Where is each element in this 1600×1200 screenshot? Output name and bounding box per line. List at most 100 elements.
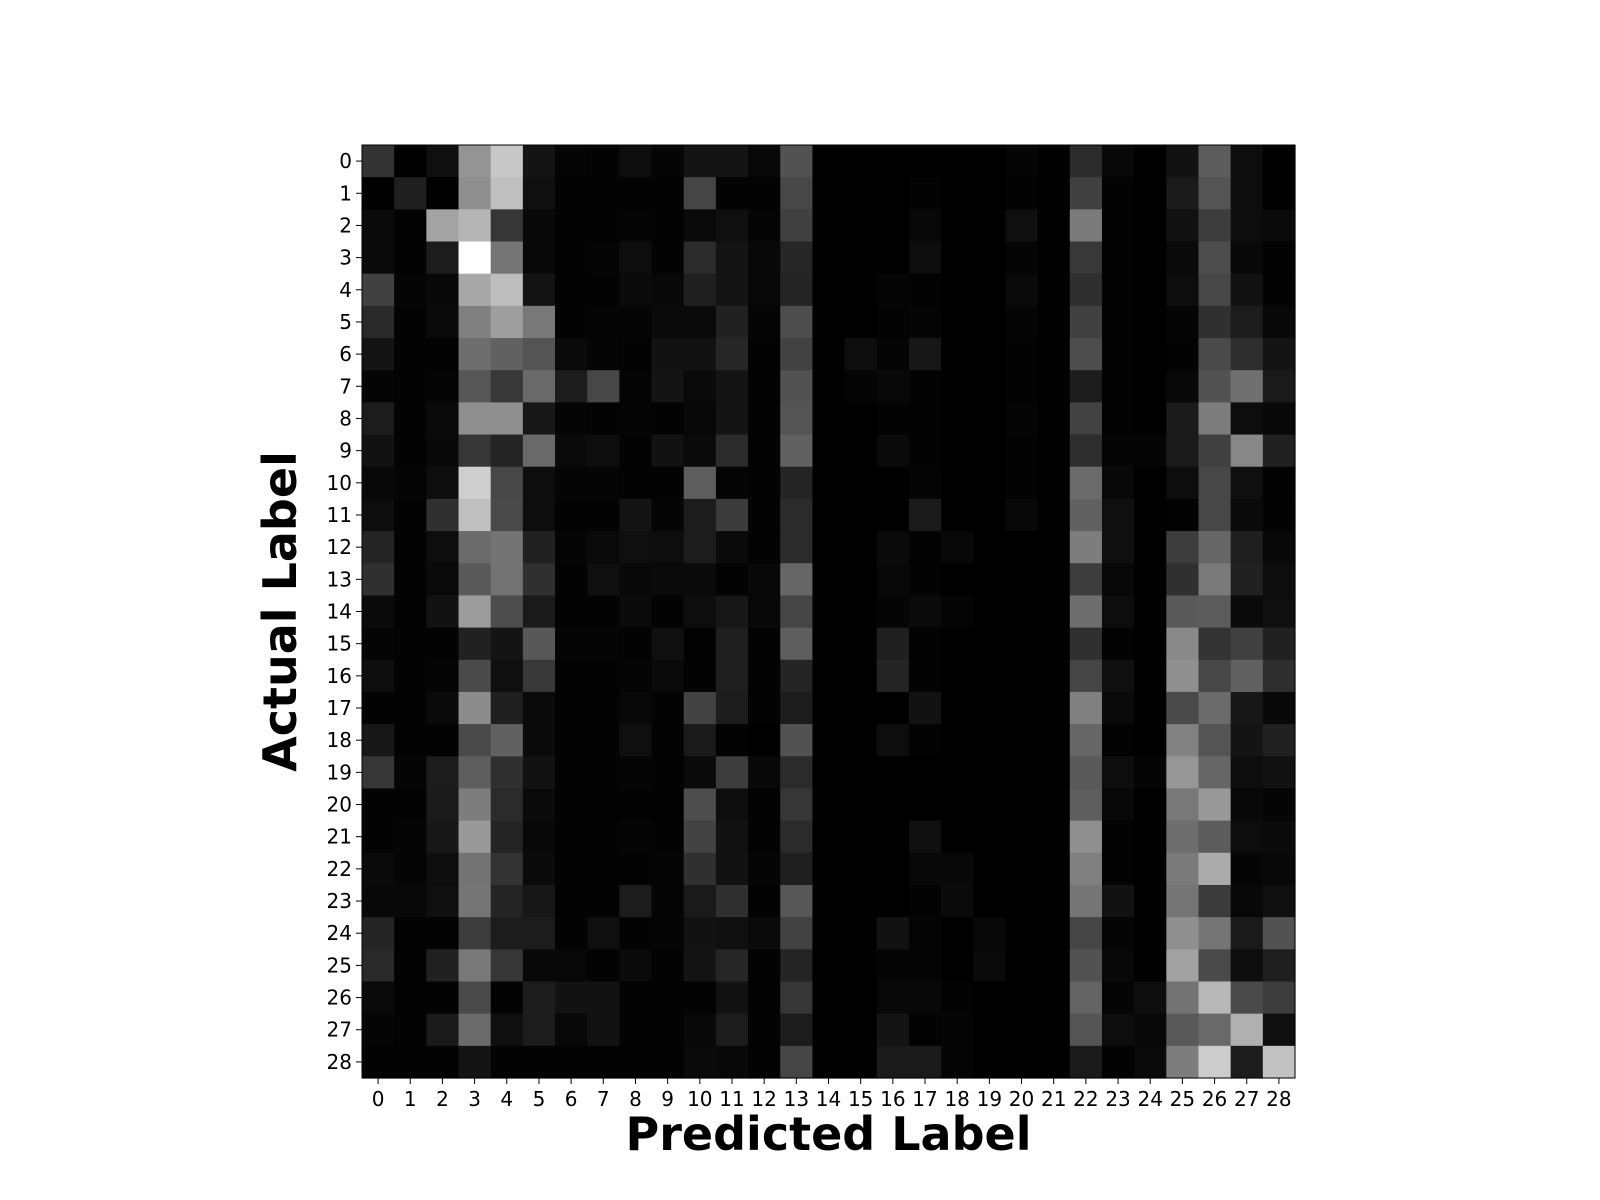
- heatmap-cell-0-7: [587, 145, 620, 178]
- heatmap-cell-20-2: [426, 788, 460, 822]
- heatmap-cell-13-23: [1101, 563, 1135, 597]
- heatmap-cell-14-1: [394, 595, 427, 629]
- heatmap-cell-12-0: [362, 531, 395, 564]
- heatmap-cell-28-15: [844, 1045, 878, 1079]
- heatmap-cell-19-25: [1166, 756, 1200, 790]
- heatmap-cell-15-21: [1037, 627, 1071, 661]
- y-tick-label-3: 3: [339, 246, 352, 270]
- heatmap-cell-22-25: [1166, 852, 1200, 886]
- heatmap-cell-9-12: [748, 434, 781, 468]
- heatmap-cell-6-9: [651, 338, 685, 371]
- heatmap-cell-11-25: [1166, 498, 1200, 532]
- heatmap-cell-23-23: [1101, 884, 1135, 918]
- heatmap-cell-21-3: [458, 820, 492, 854]
- heatmap-cell-28-11: [715, 1045, 749, 1079]
- x-tick-label-3: 3: [468, 1087, 481, 1111]
- heatmap-cell-4-8: [619, 273, 653, 307]
- heatmap-cell-5-5: [522, 305, 556, 339]
- heatmap-cells: [362, 145, 1296, 1079]
- heatmap-cell-18-11: [715, 724, 749, 757]
- heatmap-cell-5-21: [1037, 305, 1071, 339]
- heatmap-cell-9-11: [715, 434, 749, 468]
- heatmap-cell-26-9: [651, 981, 685, 1015]
- heatmap-cell-6-2: [426, 338, 460, 371]
- heatmap-cell-22-23: [1101, 852, 1135, 886]
- heatmap-cell-16-0: [362, 659, 395, 693]
- heatmap-cell-0-19: [973, 145, 1007, 178]
- heatmap-cell-27-27: [1230, 1013, 1264, 1047]
- heatmap-cell-1-0: [362, 177, 395, 210]
- heatmap-cell-24-14: [812, 917, 846, 950]
- heatmap-cell-28-0: [362, 1045, 395, 1079]
- y-tick-label-10: 10: [327, 471, 352, 495]
- heatmap-cell-10-4: [490, 466, 524, 500]
- heatmap-cell-4-15: [844, 273, 878, 307]
- heatmap-cell-17-17: [908, 691, 942, 725]
- y-tick-label-11: 11: [327, 503, 352, 527]
- heatmap-cell-6-15: [844, 338, 878, 371]
- heatmap-cell-2-14: [812, 209, 846, 243]
- heatmap-cell-6-16: [876, 338, 910, 371]
- heatmap-cell-11-24: [1134, 498, 1167, 532]
- heatmap-cell-1-10: [683, 177, 717, 210]
- heatmap-cell-15-14: [812, 627, 846, 661]
- heatmap-cell-11-2: [426, 498, 460, 532]
- heatmap-cell-26-20: [1005, 981, 1039, 1015]
- heatmap-cell-26-8: [619, 981, 653, 1015]
- heatmap-cell-26-13: [780, 981, 814, 1015]
- heatmap-cell-17-19: [973, 691, 1007, 725]
- x-axis-ticks: 0 1 2 3 4 5 6 7 8 9 10 11 12 13 14 15 16 17 18 19 20 21 22 23 24…: [372, 1078, 1292, 1111]
- heatmap-cell-28-19: [973, 1045, 1007, 1079]
- y-tick-label-16: 16: [327, 664, 352, 688]
- heatmap-cell-3-7: [587, 241, 620, 275]
- heatmap-cell-15-10: [683, 627, 717, 661]
- heatmap-cell-9-8: [619, 434, 653, 468]
- heatmap-cell-22-20: [1005, 852, 1039, 886]
- heatmap-cell-23-20: [1005, 884, 1039, 918]
- heatmap-cell-6-5: [522, 338, 556, 371]
- heatmap-cell-0-23: [1101, 145, 1135, 178]
- heatmap-cell-24-27: [1230, 917, 1264, 950]
- heatmap-cell-20-9: [651, 788, 685, 822]
- heatmap-cell-8-6: [555, 402, 588, 436]
- heatmap-cell-7-1: [394, 370, 427, 403]
- heatmap-cell-22-27: [1230, 852, 1264, 886]
- heatmap-cell-24-13: [780, 917, 814, 950]
- heatmap-cell-27-28: [1262, 1013, 1296, 1047]
- heatmap-cell-8-2: [426, 402, 460, 436]
- heatmap-cell-21-25: [1166, 820, 1200, 854]
- heatmap-cell-10-24: [1134, 466, 1167, 500]
- heatmap-cell-20-28: [1262, 788, 1296, 822]
- heatmap-cell-16-10: [683, 659, 717, 693]
- heatmap-cell-1-7: [587, 177, 620, 210]
- heatmap-cell-19-2: [426, 756, 460, 790]
- heatmap-cell-27-13: [780, 1013, 814, 1047]
- heatmap-cell-3-6: [555, 241, 588, 275]
- heatmap-cell-12-12: [748, 531, 781, 564]
- heatmap-cell-9-14: [812, 434, 846, 468]
- heatmap-cell-0-16: [876, 145, 910, 178]
- heatmap-cell-20-11: [715, 788, 749, 822]
- heatmap-cell-8-15: [844, 402, 878, 436]
- heatmap-cell-25-5: [522, 949, 556, 983]
- heatmap-cell-13-1: [394, 563, 427, 597]
- heatmap-cell-11-17: [908, 498, 942, 532]
- heatmap-cell-10-19: [973, 466, 1007, 500]
- heatmap-cell-22-2: [426, 852, 460, 886]
- heatmap-cell-7-7: [587, 370, 620, 403]
- heatmap-cell-8-19: [973, 402, 1007, 436]
- heatmap-cell-2-8: [619, 209, 653, 243]
- heatmap-cell-23-16: [876, 884, 910, 918]
- heatmap-cell-21-22: [1069, 820, 1103, 854]
- heatmap-cell-18-28: [1262, 724, 1296, 757]
- heatmap-cell-24-7: [587, 917, 620, 950]
- heatmap-cell-12-9: [651, 531, 685, 564]
- heatmap-cell-23-4: [490, 884, 524, 918]
- heatmap-cell-11-12: [748, 498, 781, 532]
- heatmap-cell-16-9: [651, 659, 685, 693]
- heatmap-cell-16-28: [1262, 659, 1296, 693]
- heatmap-cell-19-28: [1262, 756, 1296, 790]
- heatmap-cell-4-6: [555, 273, 588, 307]
- heatmap-cell-10-6: [555, 466, 588, 500]
- heatmap-cell-27-24: [1134, 1013, 1167, 1047]
